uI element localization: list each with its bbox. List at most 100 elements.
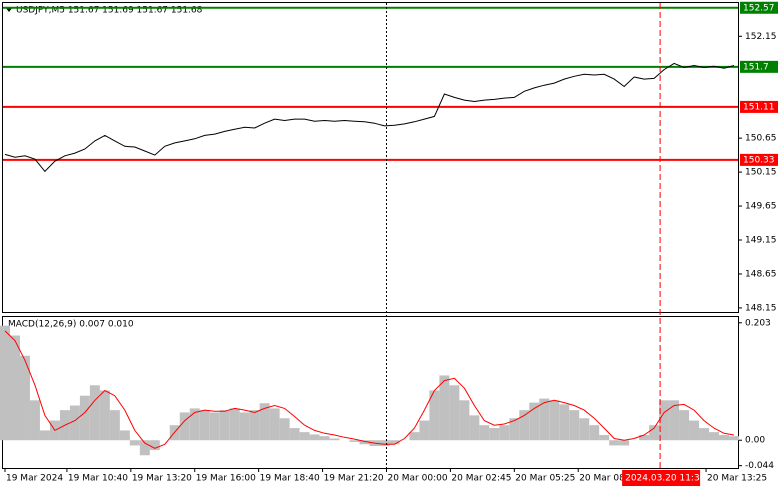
histogram-bar: [209, 412, 220, 441]
x-tick-label: 19 Mar 2024: [6, 474, 63, 484]
histogram-bar: [539, 398, 550, 441]
histogram-bar: [699, 428, 710, 441]
histogram-bar: [319, 436, 330, 441]
macd-title: MACD(12,26,9) 0.007 0.010: [8, 320, 134, 330]
histogram-bar: [19, 355, 30, 441]
histogram-bar: [429, 390, 440, 441]
histogram-bar: [129, 440, 140, 446]
series-line: [4, 330, 735, 449]
histogram-bar: [509, 418, 520, 441]
histogram-bar: [139, 440, 150, 456]
histogram-bar: [179, 412, 190, 441]
histogram-bar: [449, 385, 460, 441]
histogram-bar: [329, 438, 340, 441]
level-label: 151.7: [743, 62, 769, 72]
histogram-bar: [459, 400, 470, 441]
y-tick-label: 148.65: [745, 269, 777, 279]
histogram-bar: [109, 410, 120, 441]
histogram-bar: [529, 402, 540, 441]
level-label: 150.33: [743, 155, 775, 165]
price-frame: [2, 2, 739, 313]
histogram-bar: [299, 432, 310, 441]
y-tick-label: 152.15: [745, 32, 777, 42]
histogram-bar: [729, 436, 739, 441]
histogram-bar: [489, 428, 500, 441]
y-tick-label: 0.203: [745, 318, 771, 328]
histogram-bar: [79, 395, 90, 441]
histogram-bar: [379, 440, 390, 447]
histogram-bar: [189, 408, 200, 441]
level-label-box: [740, 60, 778, 73]
histogram-bar: [649, 425, 660, 441]
cursor-label-box: [622, 470, 701, 486]
x-tick-label: 19 Mar 10:40: [68, 474, 128, 484]
histogram-bar: [9, 335, 20, 441]
cursor-label: 2024.03.20 11:30: [625, 474, 706, 484]
histogram-bar: [519, 410, 530, 441]
histogram-bar: [479, 425, 490, 441]
histogram-bar: [39, 430, 50, 441]
histogram-bar: [679, 410, 690, 441]
y-tick-label: 148.15: [745, 303, 777, 313]
histogram-bar: [659, 400, 670, 441]
histogram-bar: [409, 432, 420, 441]
histogram-bar: [499, 425, 510, 441]
chart-title: USDJPY,M5 151.67 151.69 151.67 151.68: [16, 6, 203, 16]
histogram-bar: [419, 420, 430, 441]
histogram-bar: [249, 410, 260, 441]
histogram-bar: [579, 418, 590, 441]
x-tick-label: 20 Mar 05:25: [515, 474, 575, 484]
histogram-bar: [119, 430, 130, 441]
y-tick-label: 150.15: [745, 168, 777, 178]
histogram-bar: [599, 435, 610, 441]
histogram-bar: [719, 435, 730, 441]
histogram-bar: [309, 434, 320, 441]
histogram-bar: [389, 440, 400, 445]
x-tick-label: 19 Mar 16:00: [196, 474, 256, 484]
histogram-bar: [229, 408, 240, 441]
histogram-bar: [619, 440, 630, 446]
histogram-bar: [569, 410, 580, 441]
histogram-bar: [89, 385, 100, 441]
histogram-bar: [99, 390, 110, 441]
x-tick-label: 19 Mar 13:20: [132, 474, 192, 484]
histogram-bar: [359, 440, 370, 445]
histogram-bar: [29, 400, 40, 441]
histogram-bar: [549, 400, 560, 441]
y-tick-label: 149.15: [745, 236, 777, 246]
histogram-bar: [149, 440, 160, 451]
level-label: 152.57: [743, 3, 775, 13]
histogram-bar: [239, 412, 250, 441]
y-tick-label: 150.65: [745, 134, 777, 144]
y-tick-label: 149.65: [745, 202, 777, 212]
y-tick-label: -0.044: [745, 461, 774, 471]
x-tick-label: 19 Mar 18:40: [260, 474, 320, 484]
x-tick-label: 19 Mar 21:20: [324, 474, 384, 484]
menu-triangle[interactable]: [6, 8, 12, 12]
histogram-bar: [689, 420, 700, 441]
level-label-box: [740, 153, 778, 166]
histogram-bar: [669, 400, 680, 441]
level-label: 151.11: [743, 102, 775, 112]
histogram-bar: [269, 408, 280, 441]
series-line: [4, 62, 735, 173]
level-label-box: [740, 1, 778, 14]
histogram-bar: [349, 440, 360, 442]
histogram-bar: [439, 375, 450, 441]
x-tick-label: 20 Mar 13:25: [707, 474, 767, 484]
histogram-bar: [199, 410, 210, 441]
histogram-bar: [0, 325, 10, 441]
histogram-bar: [289, 428, 300, 441]
histogram-bar: [279, 418, 290, 441]
histogram-bar: [559, 404, 570, 441]
histogram-bar: [639, 435, 650, 441]
histogram-bar: [589, 425, 600, 441]
level-label-box: [740, 100, 778, 113]
histogram-bar: [69, 405, 80, 441]
histogram-bar: [259, 403, 270, 441]
x-tick-label: 20 Mar 02:45: [451, 474, 511, 484]
histogram-bar: [609, 440, 620, 446]
histogram-bar: [709, 432, 720, 441]
